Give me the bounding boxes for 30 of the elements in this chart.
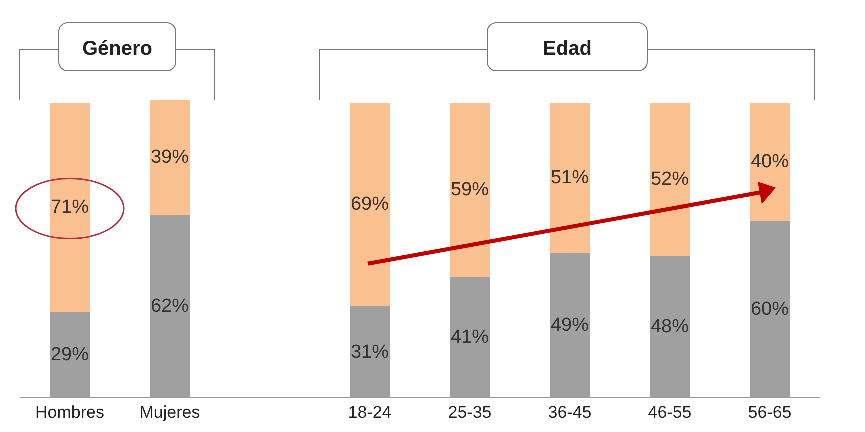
bar	[50, 102, 90, 312]
data-label: 60%	[750, 298, 790, 320]
data-label: 59%	[450, 179, 490, 200]
data-label: 40%	[750, 151, 790, 172]
data-label: 71%	[50, 197, 90, 218]
bar	[650, 102, 690, 256]
data-label: 29%	[50, 344, 90, 366]
bar	[150, 100, 190, 216]
bar	[350, 102, 390, 307]
data-label: 51%	[550, 168, 590, 189]
data-label: 49%	[550, 315, 590, 336]
x-tick-label: 56-65	[748, 403, 792, 422]
data-label: 52%	[650, 169, 690, 190]
data-label: 41%	[450, 327, 490, 348]
bar	[550, 102, 590, 254]
text: Edad	[543, 38, 592, 60]
data-label: 62%	[150, 296, 190, 318]
x-tick-label: 25-35	[448, 403, 492, 422]
x-tick-label: 18-24	[348, 403, 392, 422]
x-tick-label: Mujeres	[140, 403, 200, 422]
text: Género	[82, 38, 153, 60]
x-tick-label: 46-55	[648, 403, 692, 422]
bar	[750, 102, 790, 221]
x-tick-label: 36-45	[548, 403, 592, 422]
bar	[450, 102, 490, 278]
data-label: 31%	[350, 342, 390, 363]
x-tick-label: Hombres	[36, 403, 104, 422]
data-label: 48%	[650, 316, 690, 338]
data-label: 69%	[350, 194, 390, 216]
data-label: 39%	[150, 147, 190, 168]
